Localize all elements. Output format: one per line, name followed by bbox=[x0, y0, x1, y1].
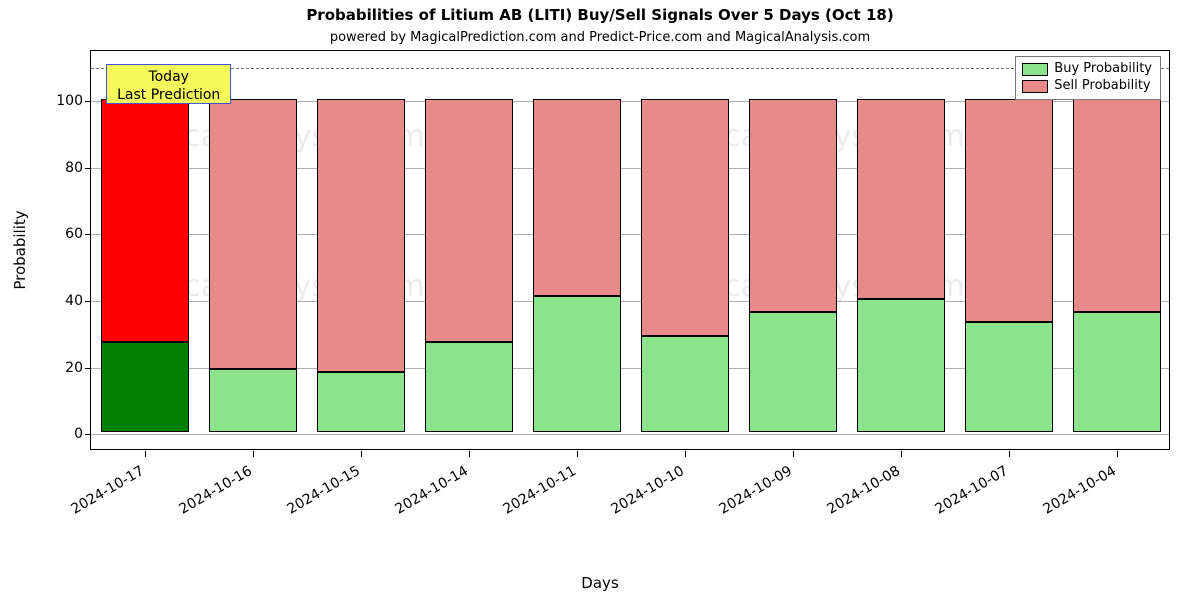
bar-buy bbox=[749, 312, 838, 432]
ytick-mark bbox=[85, 368, 91, 369]
bar-buy bbox=[857, 299, 946, 432]
y-axis-label: Probability bbox=[11, 210, 29, 289]
bar-group bbox=[209, 51, 298, 449]
xtick-label: 2024-10-09 bbox=[717, 463, 795, 518]
bar-sell bbox=[641, 99, 730, 336]
legend-label: Buy Probability bbox=[1054, 61, 1152, 78]
bar-sell bbox=[749, 99, 838, 312]
bar-group bbox=[857, 51, 946, 449]
xtick-label: 2024-10-11 bbox=[501, 463, 579, 518]
bar-sell bbox=[965, 99, 1054, 322]
xtick-label: 2024-10-10 bbox=[609, 463, 687, 518]
bar-group bbox=[749, 51, 838, 449]
bar-group bbox=[965, 51, 1054, 449]
ytick-label: 20 bbox=[3, 360, 83, 376]
bar-series bbox=[91, 51, 1169, 449]
xtick-label: 2024-10-07 bbox=[933, 463, 1011, 518]
today-annotation: TodayLast Prediction bbox=[106, 64, 231, 104]
ytick-label: 40 bbox=[3, 293, 83, 309]
chart-subtitle: powered by MagicalPrediction.com and Pre… bbox=[0, 30, 1200, 45]
xtick-label: 2024-10-08 bbox=[825, 463, 903, 518]
bar-group bbox=[641, 51, 730, 449]
x-axis-label: Days bbox=[0, 574, 1200, 592]
bar-buy bbox=[965, 322, 1054, 432]
xtick-label: 2024-10-04 bbox=[1041, 463, 1119, 518]
ytick-mark bbox=[85, 168, 91, 169]
xtick-mark bbox=[901, 451, 902, 457]
xtick-label: 2024-10-16 bbox=[177, 463, 255, 518]
bar-group bbox=[533, 51, 622, 449]
bar-group bbox=[101, 51, 190, 449]
bar-sell bbox=[101, 99, 190, 342]
legend: Buy ProbabilitySell Probability bbox=[1015, 56, 1161, 100]
chart-title: Probabilities of Litium AB (LITI) Buy/Se… bbox=[0, 6, 1200, 24]
bar-sell bbox=[425, 99, 514, 342]
bar-group bbox=[317, 51, 406, 449]
ytick-label: 60 bbox=[3, 226, 83, 242]
bar-buy bbox=[209, 369, 298, 432]
xtick-mark bbox=[1009, 451, 1010, 457]
legend-entry: Buy Probability bbox=[1022, 61, 1152, 78]
xtick-mark bbox=[361, 451, 362, 457]
ytick-mark bbox=[85, 101, 91, 102]
plot-area: MagicalAnalysis.comMagicalAnalysis.comMa… bbox=[90, 50, 1170, 450]
ytick-mark bbox=[85, 234, 91, 235]
xtick-mark bbox=[793, 451, 794, 457]
xtick-mark bbox=[685, 451, 686, 457]
bar-group bbox=[425, 51, 514, 449]
xtick-mark bbox=[145, 451, 146, 457]
bar-buy bbox=[641, 336, 730, 433]
xtick-label: 2024-10-15 bbox=[285, 463, 363, 518]
xtick-mark bbox=[469, 451, 470, 457]
xtick-mark bbox=[1117, 451, 1118, 457]
legend-entry: Sell Probability bbox=[1022, 78, 1152, 95]
ytick-mark bbox=[85, 434, 91, 435]
xtick-mark bbox=[577, 451, 578, 457]
annotation-line1: Today bbox=[117, 69, 220, 87]
bar-sell bbox=[1073, 99, 1162, 312]
legend-swatch bbox=[1022, 63, 1048, 76]
bar-sell bbox=[533, 99, 622, 296]
bar-buy bbox=[101, 342, 190, 432]
bar-buy bbox=[533, 296, 622, 433]
bar-sell bbox=[317, 99, 406, 372]
legend-label: Sell Probability bbox=[1054, 78, 1150, 95]
chart-container: Probabilities of Litium AB (LITI) Buy/Se… bbox=[0, 0, 1200, 600]
ytick-label: 80 bbox=[3, 160, 83, 176]
annotation-line2: Last Prediction bbox=[117, 87, 220, 105]
ytick-mark bbox=[85, 301, 91, 302]
xtick-label: 2024-10-14 bbox=[393, 463, 471, 518]
bar-buy bbox=[1073, 312, 1162, 432]
xtick-label: 2024-10-17 bbox=[69, 463, 147, 518]
bar-buy bbox=[425, 342, 514, 432]
xtick-mark bbox=[253, 451, 254, 457]
bar-sell bbox=[209, 99, 298, 369]
bar-sell bbox=[857, 99, 946, 299]
ytick-label: 100 bbox=[3, 93, 83, 109]
ytick-label: 0 bbox=[3, 426, 83, 442]
legend-swatch bbox=[1022, 80, 1048, 93]
bar-group bbox=[1073, 51, 1162, 449]
bar-buy bbox=[317, 372, 406, 432]
